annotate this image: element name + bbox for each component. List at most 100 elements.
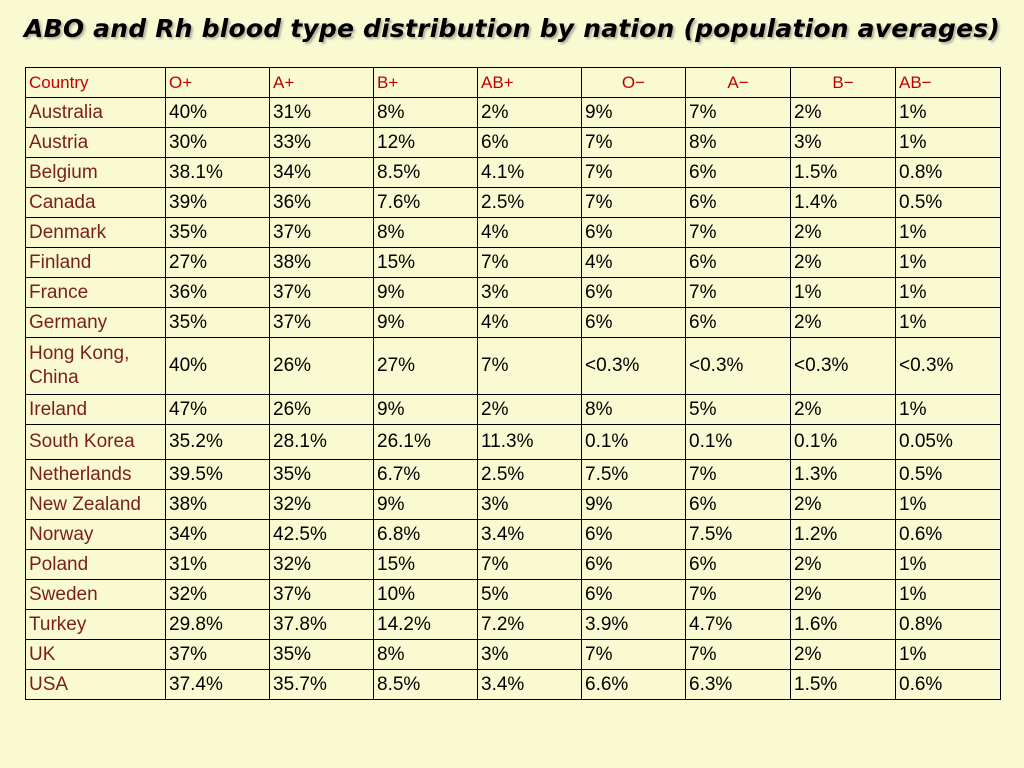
value-cell: 7% [685,579,791,610]
value-cell: 6% [581,519,686,550]
value-cell: 31% [165,549,270,580]
value-cell: 5% [477,579,582,610]
value-cell: 35% [269,639,374,670]
table-row: France 36% 37% 9% 3% 6% 7% 1% 1% [25,277,1001,308]
value-cell: 1% [895,579,1001,610]
value-cell: 6.7% [373,459,478,490]
country-cell: Poland [25,549,166,580]
value-cell: 34% [165,519,270,550]
value-cell: 3.4% [477,669,582,700]
table-row: Canada 39% 36% 7.6% 2.5% 7% 6% 1.4% 0.5% [25,187,1001,218]
table-row: Ireland 47% 26% 9% 2% 8% 5% 2% 1% [25,394,1001,425]
value-cell: 2% [790,394,896,425]
value-cell: 36% [165,277,270,308]
value-cell: 2% [790,489,896,520]
value-cell: 33% [269,127,374,158]
country-cell: Norway [25,519,166,550]
value-cell: 27% [165,247,270,278]
value-cell: 27% [373,337,478,395]
column-header-ab-positive: AB+ [477,67,582,98]
country-cell: Sweden [25,579,166,610]
column-header-a-positive: A+ [269,67,374,98]
value-cell: <0.3% [895,337,1001,395]
value-cell: 47% [165,394,270,425]
value-cell: 0.6% [895,519,1001,550]
value-cell: 2% [790,639,896,670]
column-header-a-negative: A− [685,67,791,98]
value-cell: 34% [269,157,374,188]
value-cell: 9% [373,489,478,520]
value-cell: <0.3% [581,337,686,395]
value-cell: 2% [477,394,582,425]
value-cell: 1.4% [790,187,896,218]
value-cell: 7% [685,97,791,128]
value-cell: 4% [477,217,582,248]
value-cell: 4.7% [685,609,791,640]
table-row: Hong Kong, China 40% 26% 27% 7% <0.3% <0.3% <0.… [25,337,1001,395]
value-cell: 37.8% [269,609,374,640]
value-cell: 0.1% [685,424,791,460]
value-cell: 5% [685,394,791,425]
value-cell: 39.5% [165,459,270,490]
value-cell: 6.6% [581,669,686,700]
value-cell: 2% [790,97,896,128]
country-cell: Germany [25,307,166,338]
value-cell: 7% [685,639,791,670]
page-title: ABO and Rh blood type distribution by na… [24,14,1000,43]
value-cell: 6% [685,489,791,520]
value-cell: 35% [165,217,270,248]
value-cell: 0.5% [895,459,1001,490]
value-cell: 9% [373,277,478,308]
value-cell: 3% [477,639,582,670]
value-cell: 37% [269,277,374,308]
value-cell: 6% [685,549,791,580]
column-header-o-negative: O− [581,67,686,98]
value-cell: 26% [269,394,374,425]
value-cell: 2% [790,217,896,248]
value-cell: 8.5% [373,669,478,700]
value-cell: 3% [790,127,896,158]
table-body: Australia 40% 31% 8% 2% 9% 7% 2% 1% Austria 30% 33%… [25,97,1001,700]
value-cell: 38.1% [165,157,270,188]
value-cell: 7.2% [477,609,582,640]
column-header-o-positive: O+ [165,67,270,98]
value-cell: 1.3% [790,459,896,490]
value-cell: 37% [165,639,270,670]
table-row: South Korea 35.2% 28.1% 26.1% 11.3% 0.1% 0.1% 0… [25,424,1001,460]
table-row: Netherlands 39.5% 35% 6.7% 2.5% 7.5% 7% 1.3% 0.5… [25,459,1001,490]
value-cell: 2% [790,307,896,338]
table-row: Turkey 29.8% 37.8% 14.2% 7.2% 3.9% 4.7% 1.6% 0.8… [25,609,1001,640]
table-row: Germany 35% 37% 9% 4% 6% 6% 2% 1% [25,307,1001,338]
value-cell: 7.6% [373,187,478,218]
value-cell: <0.3% [790,337,896,395]
value-cell: 29.8% [165,609,270,640]
value-cell: 3% [477,277,582,308]
value-cell: 35% [269,459,374,490]
value-cell: 1% [895,247,1001,278]
value-cell: 32% [269,489,374,520]
table-row: Norway 34% 42.5% 6.8% 3.4% 6% 7.5% 1.2% 0.6% [25,519,1001,550]
value-cell: 7% [581,639,686,670]
country-cell: UK [25,639,166,670]
table-row: Denmark 35% 37% 8% 4% 6% 7% 2% 1% [25,217,1001,248]
blood-type-table: Country O+ A+ B+ AB+ O− A− B− AB− Austra… [25,67,1001,700]
column-header-b-positive: B+ [373,67,478,98]
value-cell: 1.5% [790,669,896,700]
value-cell: 6% [581,217,686,248]
value-cell: 8% [581,394,686,425]
value-cell: 14.2% [373,609,478,640]
table-row: Australia 40% 31% 8% 2% 9% 7% 2% 1% [25,97,1001,128]
value-cell: 4% [581,247,686,278]
value-cell: 8% [373,217,478,248]
table-header-row: Country O+ A+ B+ AB+ O− A− B− AB− [25,67,1001,98]
value-cell: 2% [790,247,896,278]
country-cell: Denmark [25,217,166,248]
value-cell: 7% [477,247,582,278]
value-cell: 8.5% [373,157,478,188]
value-cell: 7% [581,157,686,188]
value-cell: 6% [685,157,791,188]
country-cell: Turkey [25,609,166,640]
value-cell: 9% [373,394,478,425]
value-cell: 37% [269,217,374,248]
value-cell: 30% [165,127,270,158]
